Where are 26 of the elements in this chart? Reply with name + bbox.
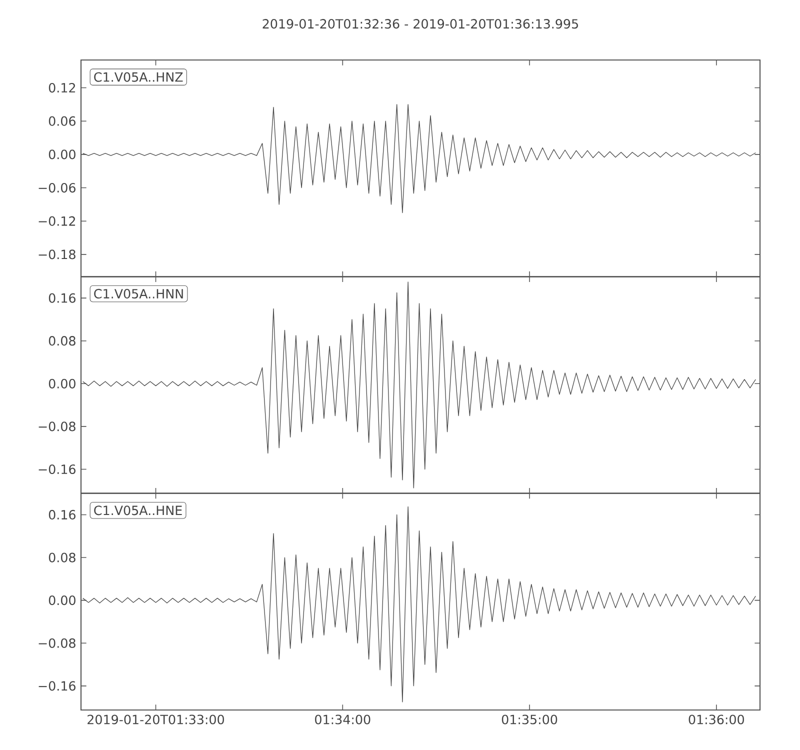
y-tick-label: −0.12 [38,216,76,226]
annotation: C1.V05A..HNZ [94,72,183,82]
y-tick-label: −0.18 [38,250,76,260]
annotation: C1.V05A..HNE [94,506,182,516]
y-tick-label: 0.00 [48,378,76,388]
x-tick-label: 01:35:00 [502,714,558,724]
y-tick-label: −0.16 [38,464,76,474]
line-series [82,506,756,702]
y-tick-label: 0.08 [48,336,76,346]
y-tick-label: −0.08 [38,638,76,648]
y-tick-label: −0.16 [38,681,76,691]
y-tick-label: 0.00 [48,150,76,160]
y-tick-label: 0.08 [48,552,76,562]
x-tick-label: 01:36:00 [688,714,744,724]
y-tick-label: −0.06 [38,182,76,193]
y-tick-label: 0.00 [48,596,76,606]
y-tick-label: 0.12 [48,82,76,93]
chart-title: 2019-01-20T01:32:36 - 2019-01-20T01:36:13.995 [262,19,578,29]
y-tick-label: 0.16 [48,510,76,520]
x-tick-label: 2019-01-20T01:33:00 [88,714,224,724]
y-tick-label: 0.16 [48,293,76,303]
annotation: C1.V05A..HNN [94,288,183,299]
line-series [82,282,756,488]
y-tick-label: −0.08 [38,422,76,432]
x-tick-label: 01:34:00 [315,714,370,724]
y-tick-label: 0.06 [48,116,76,126]
